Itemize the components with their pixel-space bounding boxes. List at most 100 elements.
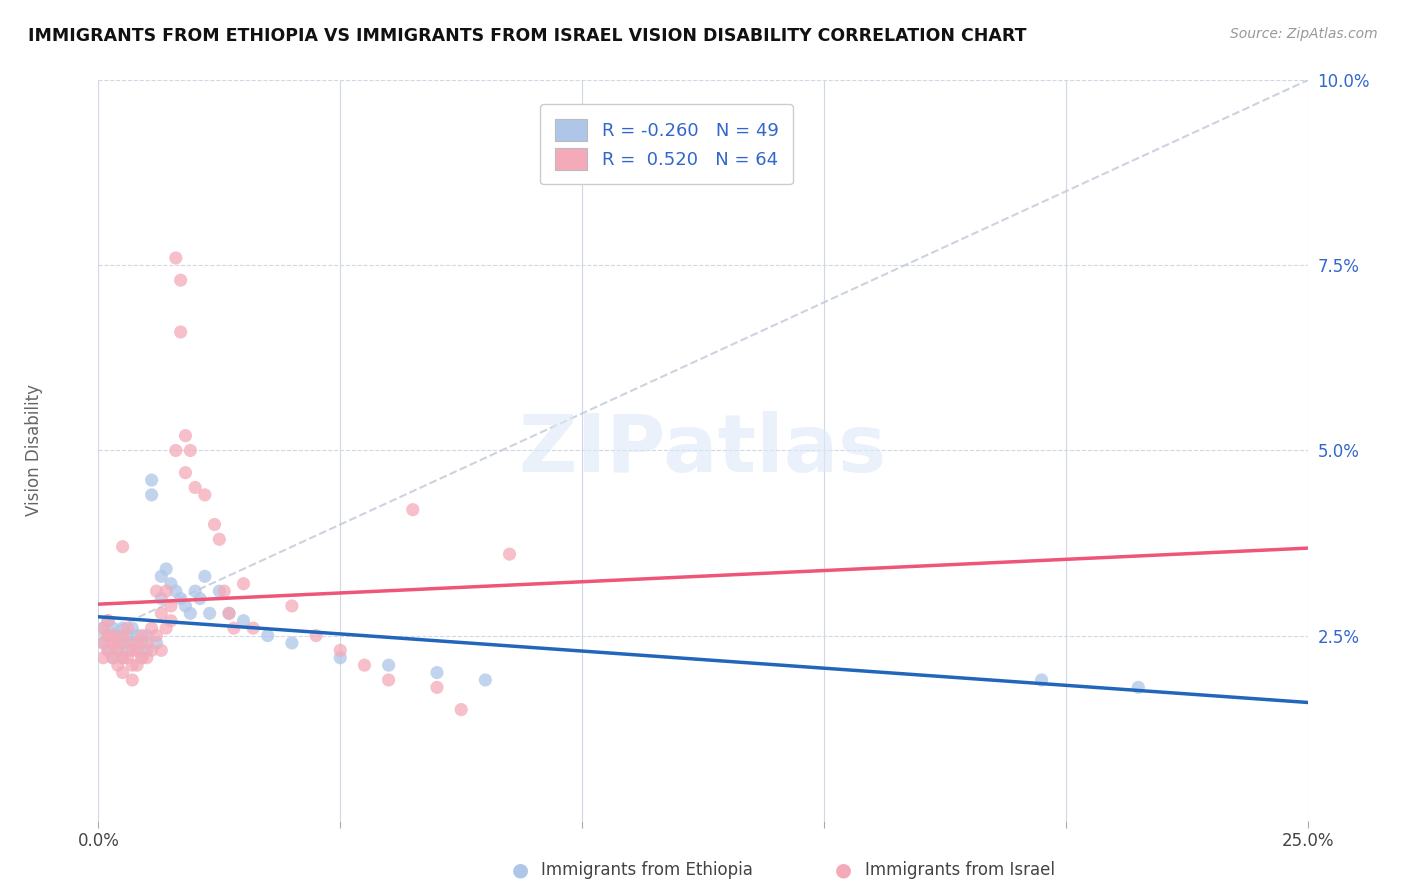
Legend: R = -0.260   N = 49, R =  0.520   N = 64: R = -0.260 N = 49, R = 0.520 N = 64	[540, 104, 793, 185]
Point	[107, 628, 129, 642]
Point	[242, 621, 264, 635]
Point	[111, 636, 134, 650]
Point	[165, 443, 187, 458]
Point	[117, 628, 139, 642]
Point	[232, 576, 254, 591]
Point	[222, 621, 245, 635]
Point	[101, 628, 124, 642]
Point	[131, 636, 153, 650]
Text: Source: ZipAtlas.com: Source: ZipAtlas.com	[1230, 27, 1378, 41]
Point	[155, 584, 177, 599]
Point	[305, 628, 328, 642]
Point	[127, 643, 149, 657]
Point	[218, 607, 240, 621]
Point	[111, 540, 134, 554]
Point	[141, 643, 163, 657]
Point	[150, 569, 173, 583]
Point	[184, 584, 207, 599]
Point	[426, 665, 449, 680]
Point	[97, 614, 120, 628]
Point	[169, 325, 191, 339]
Point	[150, 643, 173, 657]
Point	[155, 621, 177, 635]
Point	[145, 628, 167, 642]
Point	[165, 584, 187, 599]
Point	[179, 443, 201, 458]
Point	[117, 650, 139, 665]
Point	[111, 628, 134, 642]
Point	[101, 636, 124, 650]
Point	[97, 614, 120, 628]
Point	[256, 628, 278, 642]
Point	[91, 636, 114, 650]
Point	[135, 643, 157, 657]
Point	[377, 673, 399, 687]
Point	[101, 650, 124, 665]
Point	[127, 643, 149, 657]
Point	[204, 517, 226, 532]
Point	[111, 650, 134, 665]
Point	[160, 599, 183, 613]
Point	[131, 628, 153, 642]
Point	[127, 658, 149, 673]
Point	[111, 650, 134, 665]
Point	[232, 614, 254, 628]
Point	[91, 636, 114, 650]
Point	[426, 681, 449, 695]
Point	[107, 643, 129, 657]
Point	[174, 428, 197, 442]
Point	[1128, 681, 1150, 695]
Point	[179, 607, 201, 621]
Point	[117, 621, 139, 635]
Point	[121, 636, 143, 650]
Point	[135, 650, 157, 665]
Point	[194, 488, 217, 502]
Point	[97, 628, 120, 642]
Point	[145, 584, 167, 599]
Point	[101, 621, 124, 635]
Point	[91, 621, 114, 635]
Point	[218, 607, 240, 621]
Point	[169, 591, 191, 606]
Point	[117, 643, 139, 657]
Point	[107, 643, 129, 657]
Point	[141, 488, 163, 502]
Text: ●: ●	[512, 860, 529, 880]
Point	[111, 665, 134, 680]
Text: ●: ●	[835, 860, 852, 880]
Point	[329, 643, 352, 657]
Point	[160, 614, 183, 628]
Point	[121, 658, 143, 673]
Point	[474, 673, 496, 687]
Point	[1031, 673, 1053, 687]
Point	[165, 251, 187, 265]
Point	[101, 636, 124, 650]
Point	[450, 703, 472, 717]
Point	[377, 658, 399, 673]
Point	[111, 621, 134, 635]
Point	[97, 628, 120, 642]
Text: ZIPatlas: ZIPatlas	[519, 411, 887, 490]
Point	[208, 533, 231, 547]
Y-axis label: Vision Disability: Vision Disability	[25, 384, 42, 516]
Point	[402, 502, 425, 516]
Point	[107, 636, 129, 650]
Point	[498, 547, 520, 561]
Point	[121, 643, 143, 657]
Point	[150, 591, 173, 606]
Point	[155, 562, 177, 576]
Point	[174, 466, 197, 480]
Point	[117, 636, 139, 650]
Point	[353, 658, 375, 673]
Point	[127, 636, 149, 650]
Point	[281, 599, 304, 613]
Point	[107, 658, 129, 673]
Text: Immigrants from Israel: Immigrants from Israel	[865, 861, 1054, 879]
Point	[121, 673, 143, 687]
Point	[281, 636, 304, 650]
Point	[91, 621, 114, 635]
Point	[101, 650, 124, 665]
Point	[329, 650, 352, 665]
Point	[91, 650, 114, 665]
Point	[131, 650, 153, 665]
